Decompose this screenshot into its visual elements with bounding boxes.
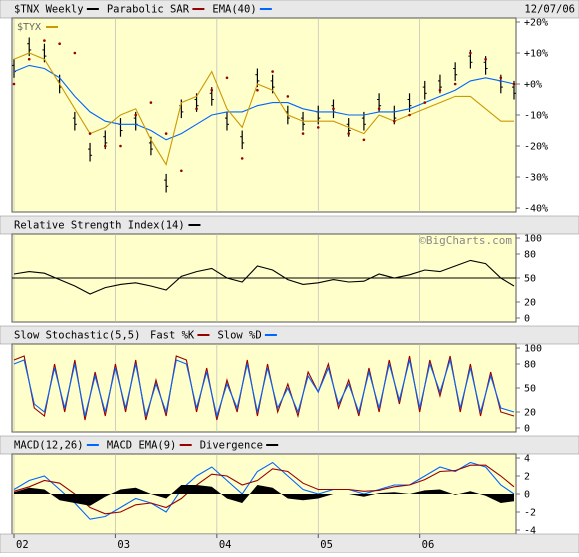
y-tick-label: 100	[524, 344, 542, 355]
series-ema-40	[13, 64, 515, 141]
y-tick-label: -4	[524, 526, 536, 537]
sar-dot	[134, 113, 138, 117]
sar-dot	[240, 157, 244, 160]
watermark: ©BigCharts.com	[419, 234, 512, 247]
sar-dot	[316, 126, 320, 129]
sar-dot	[453, 82, 457, 86]
sar-dot	[12, 82, 16, 86]
sar-dot	[499, 76, 503, 80]
sar-dot	[73, 51, 77, 55]
y-tick-label: 100	[524, 234, 542, 245]
overlay-label: $TYX	[17, 22, 41, 33]
y-tick-label: -30%	[524, 173, 548, 184]
series-slow-d	[13, 357, 515, 419]
sar-dot	[512, 82, 516, 86]
sar-dot	[286, 95, 290, 98]
panel-rsi: Relative Strength Index(14) ©BigCharts.co…	[0, 215, 579, 325]
sar-dot	[88, 132, 92, 135]
sar-dot	[393, 119, 396, 123]
y-tick-label: -40%	[524, 204, 548, 215]
sar-dot	[149, 101, 153, 104]
sar-dot	[27, 57, 31, 61]
sar-dot	[103, 144, 107, 148]
x-axis-strip	[0, 533, 579, 554]
y-tick-label: 80	[524, 250, 536, 261]
sar-dot	[332, 107, 335, 111]
legend-label: Relative Strength Index(14)	[14, 220, 185, 232]
sar-dot	[362, 138, 366, 142]
sar-dot	[438, 88, 442, 92]
legend-label: Divergence	[200, 440, 263, 452]
plot-area	[11, 343, 517, 433]
sar-dot	[423, 101, 427, 104]
y-tick-label: -20%	[524, 142, 548, 153]
x-tick-label: 02	[16, 539, 29, 551]
sar-dot	[43, 39, 46, 42]
y-tick-label: 50	[524, 384, 536, 395]
sar-dot	[256, 88, 259, 92]
legend-label: Parabolic SAR	[107, 4, 190, 16]
legend-label: MACD(12,26)	[14, 440, 84, 452]
sar-dot	[347, 132, 350, 135]
sar-dot	[195, 107, 198, 111]
y-tick-label: +10%	[524, 49, 548, 60]
y-tick-label: 0	[524, 424, 530, 435]
sar-dot	[377, 107, 381, 111]
panel-price: $TNX Weekly Parabolic SAR EMA(40) 12/07/06 $…	[0, 0, 579, 215]
sar-dot	[408, 113, 411, 117]
series-macd-ema-9	[13, 464, 515, 515]
legend-label: Fast %K	[150, 330, 195, 342]
x-tick-label: 03	[117, 539, 130, 551]
series-macd-12-26	[13, 461, 515, 520]
sar-dot	[119, 144, 122, 148]
sar-dot	[180, 169, 183, 173]
y-tick-label: 80	[524, 360, 536, 371]
sar-dot	[301, 132, 305, 135]
x-tick-label: 06	[422, 539, 435, 551]
y-tick-label: 2	[524, 472, 530, 483]
x-tick-label: 04	[219, 539, 232, 551]
series-divergence	[14, 485, 514, 506]
y-tick-label: 50	[524, 274, 536, 285]
legend-label: MACD EMA(9)	[107, 440, 177, 452]
sar-dot	[271, 70, 274, 73]
series-parabolic-sar	[12, 39, 516, 173]
sar-dot	[164, 132, 168, 135]
sar-dot	[225, 76, 229, 80]
y-tick-label: -10%	[524, 111, 548, 122]
y-tick-label: -2	[524, 508, 536, 519]
y-tick-label: 0	[524, 490, 530, 501]
y-tick-label: 0	[524, 314, 530, 325]
y-tick-label: 20	[524, 408, 536, 419]
legend-label: EMA(40)	[212, 4, 256, 16]
y-tick-label: 20	[524, 298, 536, 309]
sar-dot	[210, 88, 214, 92]
series-tyx	[13, 52, 514, 167]
series-rsi-14	[13, 259, 515, 295]
sar-dot	[484, 57, 487, 61]
panel-stochastic: Slow Stochastic(5,5) Fast %K Slow %D 100 80 5…	[0, 325, 579, 435]
legend-label: Slow %D	[217, 330, 261, 342]
x-tick-label: 05	[320, 539, 333, 551]
legend-label: Slow Stochastic(5,5)	[14, 330, 140, 342]
panel-macd: MACD(12,26) MACD EMA(9) Divergence 4 2 0 -2 -4	[0, 435, 579, 537]
date-label: 12/07/06	[524, 4, 575, 16]
y-tick-label: 4	[524, 454, 530, 465]
sar-dot	[58, 42, 61, 45]
y-tick-label: +20%	[524, 18, 548, 29]
sar-dot	[469, 51, 472, 55]
y-tick-label: +0%	[524, 80, 542, 91]
plot-area	[11, 17, 517, 213]
legend-label: $TNX Weekly	[14, 4, 84, 16]
